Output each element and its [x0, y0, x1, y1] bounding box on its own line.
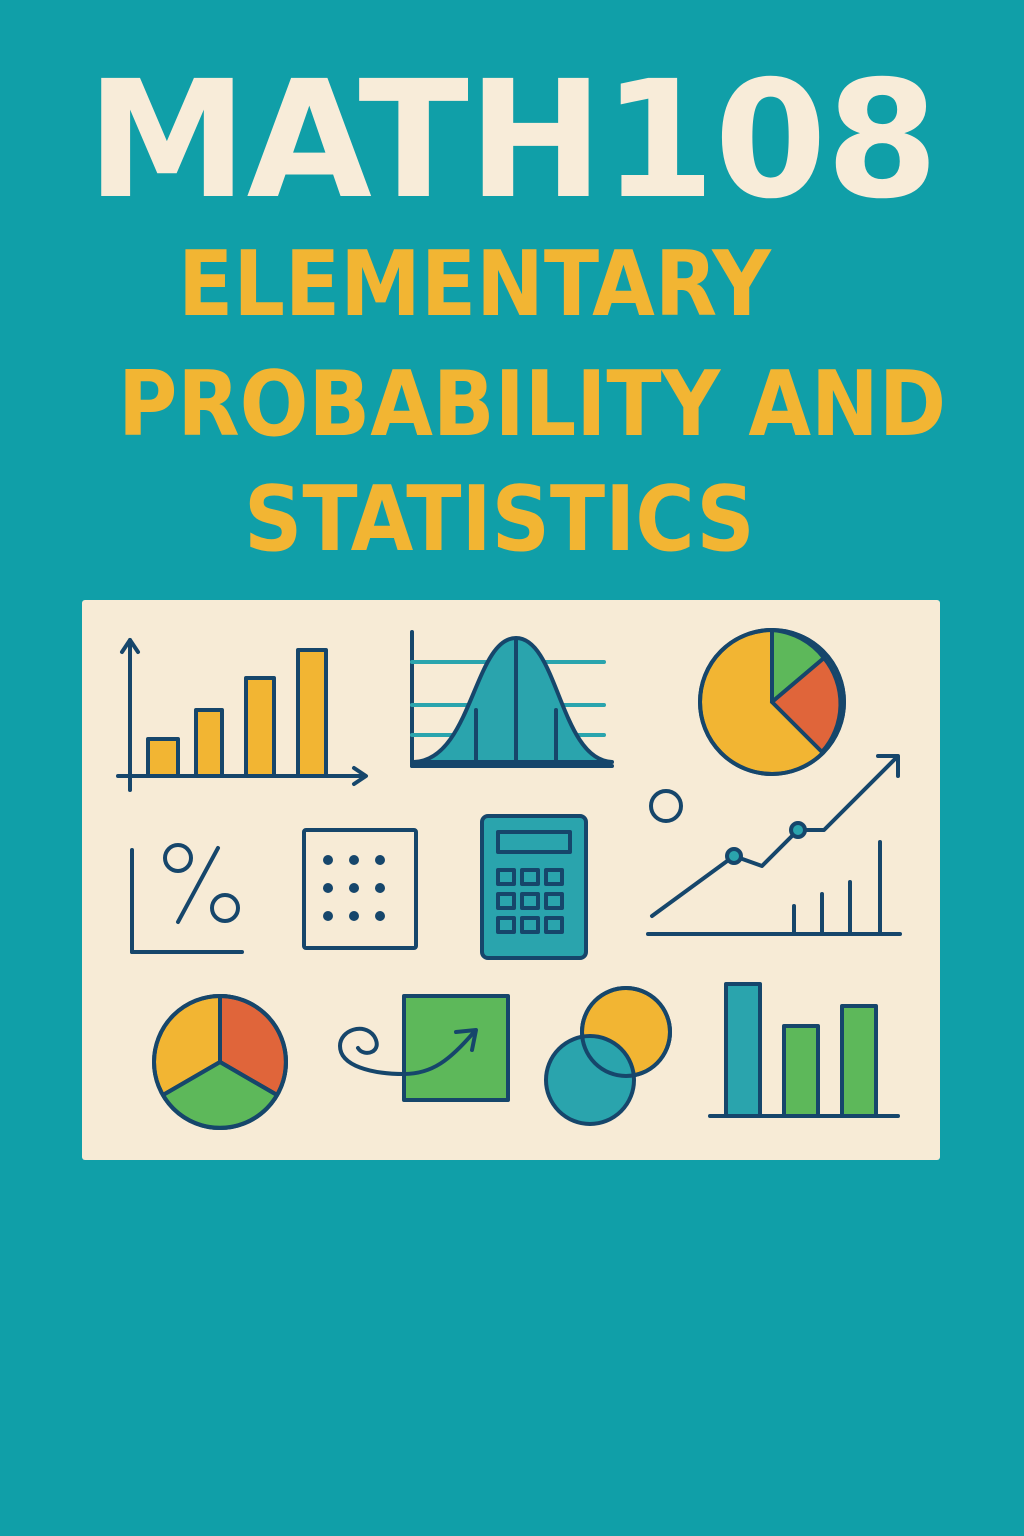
- arrow-square-icon: [338, 994, 510, 1102]
- title-line-2: PROBABILITY AND: [118, 352, 947, 457]
- illustration-panel: [82, 600, 940, 1160]
- title-line-3: STATISTICS: [244, 467, 755, 572]
- normal-distribution-icon: [410, 630, 614, 768]
- bar-chart-icon: [116, 638, 368, 792]
- title-line-1: ELEMENTARY: [178, 232, 771, 337]
- course-code: MATH108: [86, 47, 938, 235]
- dot-grid-icon: [302, 828, 418, 950]
- circle-icon: [649, 789, 683, 823]
- venn-diagram-icon: [544, 986, 672, 1126]
- calculator-icon: [480, 814, 588, 960]
- bar-chart-small-icon: [708, 982, 900, 1118]
- percent-icon: [130, 843, 244, 954]
- trend-line-icon: [646, 754, 902, 936]
- pie-chart-icon: [698, 628, 846, 776]
- pie-chart-three-slice-icon: [152, 994, 288, 1130]
